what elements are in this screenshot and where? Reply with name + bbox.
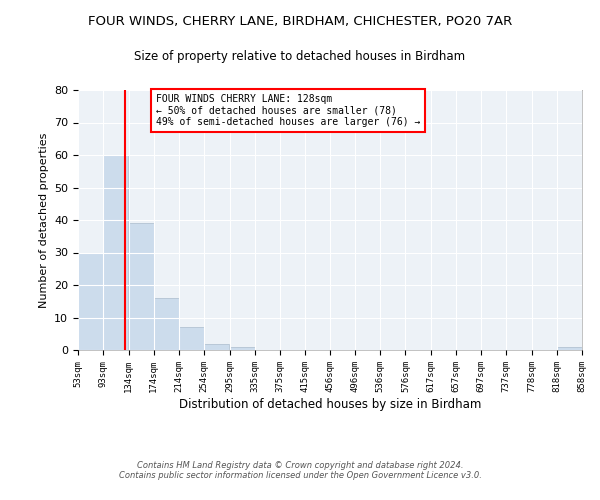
Text: Size of property relative to detached houses in Birdham: Size of property relative to detached ho… [134, 50, 466, 63]
Bar [557, 347, 582, 350]
Text: FOUR WINDS CHERRY LANE: 128sqm
← 50% of detached houses are smaller (78)
49% of : FOUR WINDS CHERRY LANE: 128sqm ← 50% of … [156, 94, 421, 127]
Bar [78, 252, 103, 350]
Bar [103, 155, 128, 350]
Text: Contains HM Land Registry data © Crown copyright and database right 2024.
Contai: Contains HM Land Registry data © Crown c… [119, 460, 481, 480]
Bar [129, 223, 154, 350]
Bar [230, 347, 254, 350]
Bar [154, 298, 179, 350]
Text: FOUR WINDS, CHERRY LANE, BIRDHAM, CHICHESTER, PO20 7AR: FOUR WINDS, CHERRY LANE, BIRDHAM, CHICHE… [88, 15, 512, 28]
X-axis label: Distribution of detached houses by size in Birdham: Distribution of detached houses by size … [179, 398, 481, 410]
Y-axis label: Number of detached properties: Number of detached properties [38, 132, 49, 308]
Bar [179, 328, 204, 350]
Bar [204, 344, 229, 350]
